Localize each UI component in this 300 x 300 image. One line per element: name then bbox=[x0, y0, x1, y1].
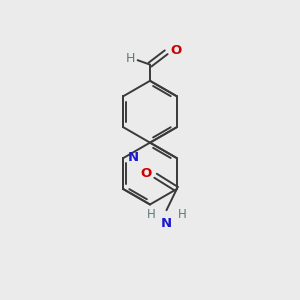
Text: H: H bbox=[146, 208, 155, 221]
Text: O: O bbox=[141, 167, 152, 180]
Text: O: O bbox=[170, 44, 181, 57]
Text: N: N bbox=[128, 151, 140, 164]
Text: H: H bbox=[178, 208, 186, 221]
Text: H: H bbox=[125, 52, 135, 65]
Text: N: N bbox=[161, 217, 172, 230]
